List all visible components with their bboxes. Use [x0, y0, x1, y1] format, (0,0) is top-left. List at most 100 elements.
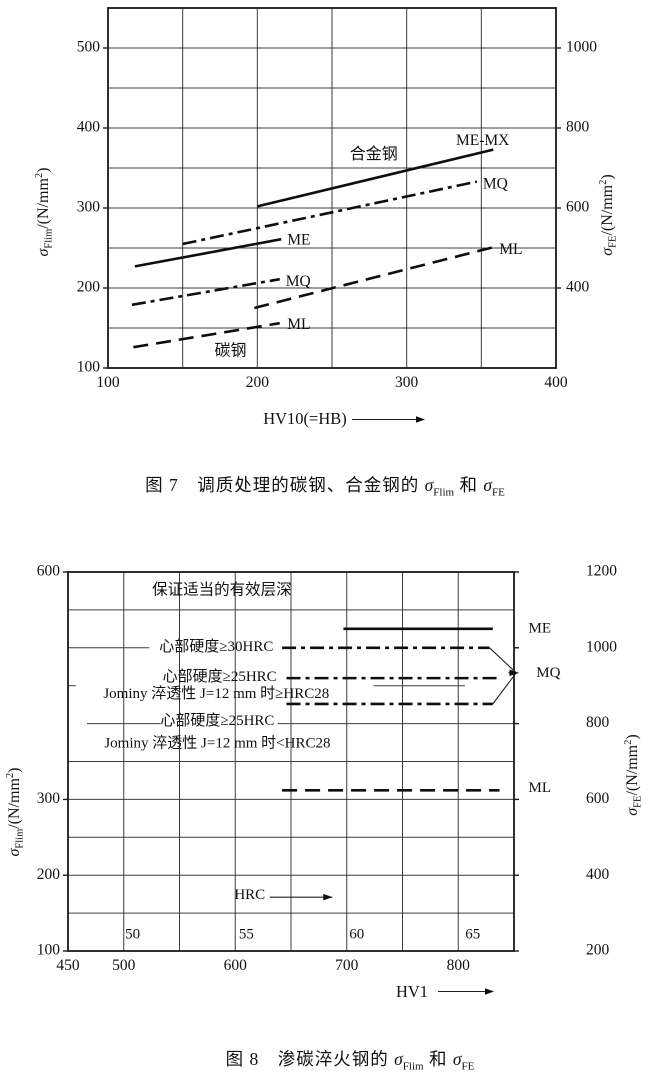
right-axis-title: σFE/(N/mm2)	[623, 734, 644, 815]
right-axis-tick-label: 1000	[586, 638, 617, 655]
axis-title-part: /(N/mm	[35, 178, 52, 229]
jominy-lt-hrc28-label: Jominy 淬透性 J=12 mm 时<HRC28	[104, 735, 330, 752]
series-label-carbon-ml: ML	[287, 316, 310, 333]
series-alloy-me-mx	[257, 148, 494, 208]
sigma-subscript: Flim	[433, 486, 455, 499]
axis-title-part: FE	[633, 796, 644, 808]
left-axis-tick-label: 500	[77, 39, 101, 56]
axis-title-part: σ	[6, 847, 23, 856]
right-axis-title: σFE/(N/mm2)	[598, 174, 619, 255]
sigma-symbol: σ	[394, 1049, 403, 1069]
axis-title-part: 2	[598, 180, 609, 185]
left-axis-tick-label: 200	[77, 279, 101, 296]
axis-title-part: )	[35, 168, 52, 173]
core-hardness-25hrc-label-1: 心部硬度≥25HRC	[163, 668, 277, 685]
line-label-me: ME	[528, 620, 551, 636]
right-axis-tick-label: 200	[586, 942, 610, 959]
series-carbon-mq	[131, 277, 280, 307]
jominy-ge-hrc28-label: Jominy 淬透性 J=12 mm 时≥HRC28	[103, 685, 329, 702]
line-label-mq: MQ	[536, 665, 560, 681]
data-lines: ME-MX MQ ML ME MQ ML	[131, 132, 523, 349]
hrc-tick-55: 55	[239, 927, 254, 943]
sigma-subscript: FE	[461, 1060, 475, 1073]
leader-line	[489, 647, 517, 674]
left-axis-tick-label: 400	[77, 119, 101, 136]
series-carbon-me	[134, 237, 282, 268]
arrowhead	[323, 893, 333, 901]
right-axis-tick-label: 600	[566, 199, 590, 216]
x-axis-title: HV1	[396, 982, 494, 1001]
x-axis-title-text: HV1	[396, 982, 428, 1001]
plot-border	[67, 571, 515, 952]
left-axis-title: σFlim/(N/mm2)	[5, 768, 26, 857]
x-axis-tick-label: 300	[395, 374, 419, 391]
right-axis-tick-label: 800	[586, 714, 610, 731]
sigma-symbol: σ	[452, 1049, 462, 1069]
axis-title-part: /(N/mm	[599, 184, 616, 235]
x-axis-tick-label: 600	[224, 957, 248, 974]
caption-text: 和	[454, 475, 484, 495]
axis-title-part: Flim	[44, 229, 55, 249]
arrowhead	[509, 669, 519, 677]
axis-title-part: 2	[5, 773, 16, 778]
left-axis-tick-label: 200	[37, 866, 61, 883]
caption-text: 和	[423, 1049, 453, 1069]
left-axis-tick-label: 600	[37, 563, 61, 580]
axis-title-part: )	[624, 734, 641, 739]
caption-text: 图 7 调质处理的碳钢、合金钢的	[145, 475, 425, 495]
leader-line	[492, 672, 517, 705]
sigma-subscript: FE	[491, 486, 505, 499]
left-axis-tick-label: 100	[37, 942, 61, 959]
carbon-steel-group-label: 碳钢	[214, 342, 246, 360]
series-label-alloy-ml: ML	[499, 241, 522, 258]
left-axis-tick-label: 300	[77, 199, 101, 216]
series-carbon-ml	[133, 321, 280, 349]
sigma-subscript: Flim	[402, 1060, 424, 1073]
hrc-scale-label: HRC	[234, 887, 265, 903]
hrc-tick-60: 60	[349, 927, 364, 943]
axis-title-part: /(N/mm	[6, 778, 23, 829]
x-axis-tick-label: 500	[112, 957, 136, 974]
series-alloy-mq	[182, 180, 478, 246]
right-axis-tick-label: 400	[566, 279, 590, 296]
axis-title-part: Flim	[15, 829, 26, 849]
axis-tick-labels: 100 200 300 600 200 400 600 800 1000 1200 450 500 60…	[37, 563, 618, 974]
right-axis-tick-label: 1000	[566, 39, 597, 56]
line-label-ml: ML	[528, 780, 551, 796]
core-hardness-30hrc-label: 心部硬度≥30HRC	[159, 638, 273, 655]
x-axis-tick-label: 450	[56, 957, 80, 974]
figure7-chart: 100 200 300 400 500 400 600 800 1000 100 200 300 400…	[34, 7, 619, 428]
axis-ticks	[103, 47, 561, 369]
axis-title-part: σ	[624, 807, 641, 816]
right-axis-tick-label: 800	[566, 119, 590, 136]
figure7-caption: 图 7 调质处理的碳钢、合金钢的 σFlim 和 σFE	[0, 472, 650, 499]
alloy-steel-group-label: 合金钢	[350, 145, 398, 163]
axis-title-part: /(N/mm	[624, 744, 641, 795]
right-axis-tick-label: 400	[586, 866, 610, 883]
x-axis-title-text: HV10(=HB)	[263, 409, 347, 428]
axis-title-part: σ	[35, 247, 52, 256]
left-axis-tick-label: 100	[77, 359, 101, 376]
data-lines	[282, 627, 500, 792]
series-label-carbon-me: ME	[287, 231, 310, 248]
axis-title-part: 2	[623, 740, 634, 745]
right-axis-tick-label: 1200	[586, 563, 617, 580]
x-axis-arrowhead	[485, 988, 494, 995]
effective-case-depth-note: 保证适当的有效层深	[152, 581, 292, 599]
axis-title-part: )	[6, 768, 23, 773]
left-axis-tick-label: 300	[37, 790, 61, 807]
x-axis-tick-label: 700	[335, 957, 359, 974]
left-axis-title: σFlim/(N/mm2)	[34, 168, 55, 257]
figure8-chart: 100 200 300 600 200 400 600 800 1000 1200 450 500 60…	[5, 563, 644, 1001]
x-axis-title: HV10(=HB)	[263, 409, 425, 428]
right-axis-tick-label: 600	[586, 790, 610, 807]
axis-ticks	[63, 571, 519, 952]
sigma-symbol: σ	[483, 475, 492, 495]
x-axis-arrowhead	[416, 416, 425, 423]
hrc-tick-65: 65	[465, 927, 480, 943]
axis-title-part: )	[599, 174, 616, 179]
sigma-symbol: σ	[424, 475, 434, 495]
plot-border	[107, 7, 557, 369]
